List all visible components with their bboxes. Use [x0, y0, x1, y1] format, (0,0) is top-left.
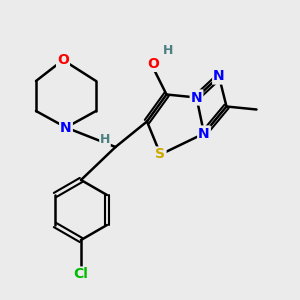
Text: N: N [191, 91, 202, 104]
Text: S: S [155, 148, 166, 161]
Text: N: N [198, 127, 210, 140]
Text: H: H [163, 44, 173, 58]
Text: H: H [100, 133, 110, 146]
Text: Cl: Cl [74, 268, 88, 281]
Text: O: O [147, 57, 159, 71]
Text: N: N [213, 70, 225, 83]
Text: N: N [60, 121, 72, 134]
Text: O: O [57, 53, 69, 67]
